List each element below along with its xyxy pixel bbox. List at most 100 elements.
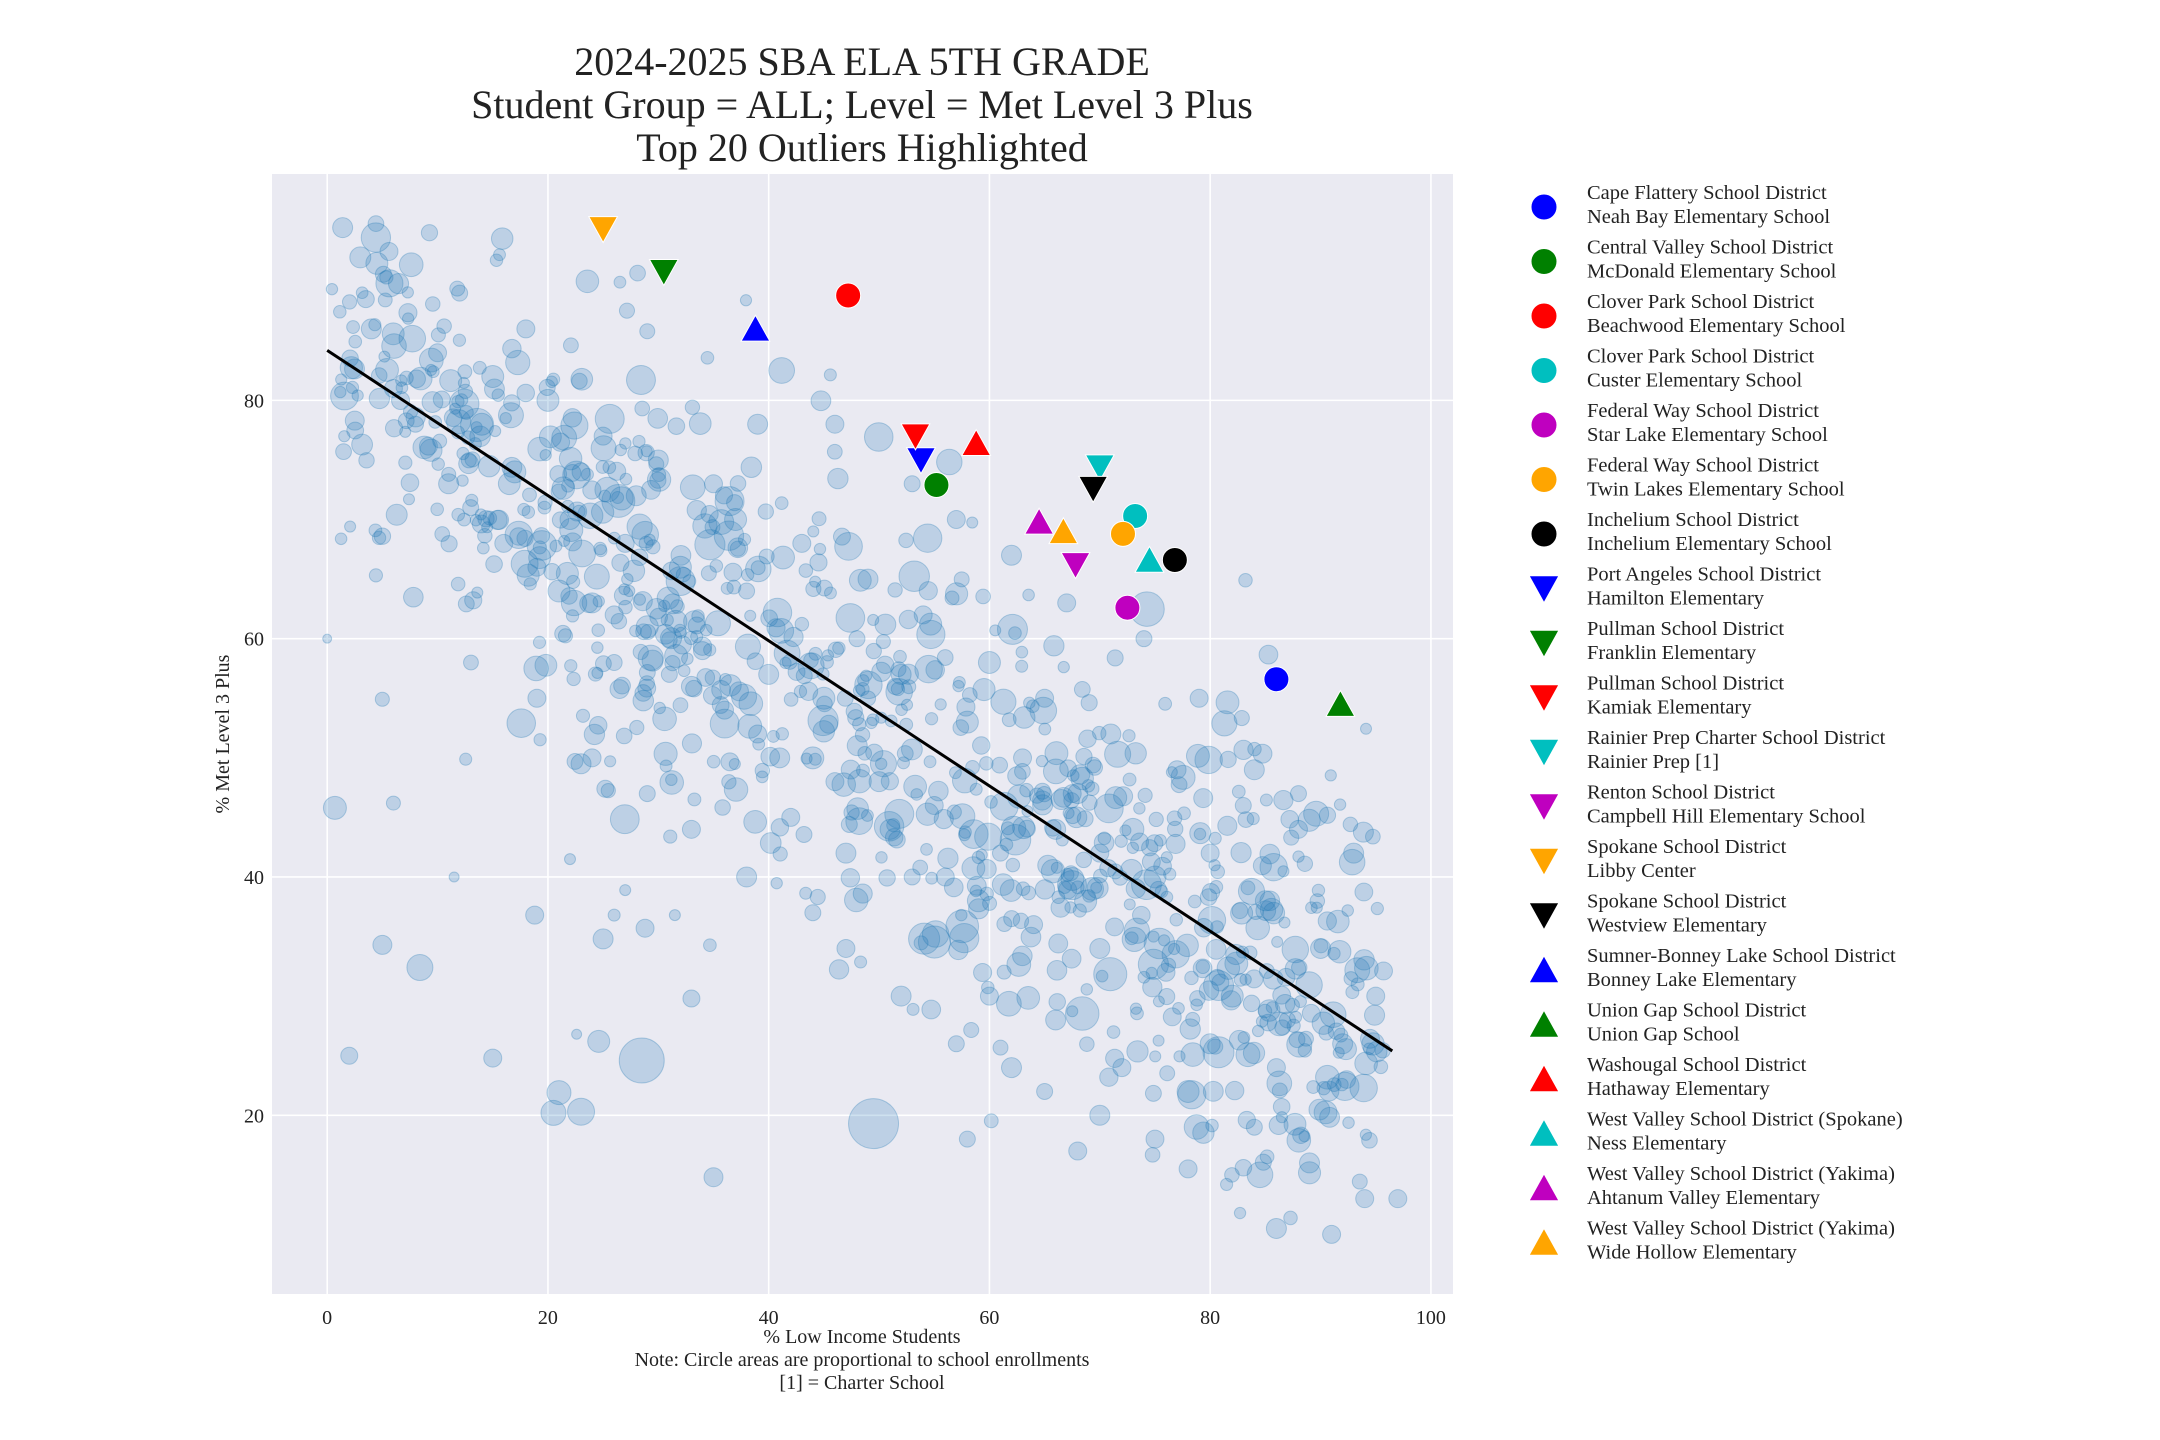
- school-bubble: [1080, 983, 1094, 996]
- x-tick-label: 80: [1200, 1307, 1220, 1329]
- school-bubble: [1142, 977, 1163, 998]
- outlier-marker: [1325, 689, 1356, 717]
- school-bubble: [979, 756, 994, 771]
- school-bubble: [1105, 1048, 1125, 1068]
- legend-item: West Valley School District (Yakima)Ahta…: [1528, 1163, 1895, 1209]
- school-bubble: [566, 574, 581, 589]
- school-bubble: [835, 603, 866, 633]
- school-bubble: [884, 827, 904, 847]
- school-bubble: [674, 626, 687, 639]
- school-bubble: [1259, 1149, 1275, 1165]
- school-bubble: [1288, 819, 1308, 839]
- school-bubble: [854, 727, 871, 743]
- school-bubble: [737, 532, 752, 547]
- outlier-marker: [1060, 552, 1091, 580]
- school-bubble: [726, 579, 742, 595]
- school-bubble: [532, 635, 547, 649]
- school-bubble: [1073, 681, 1091, 698]
- school-bubble: [1274, 993, 1296, 1015]
- school-bubble: [854, 670, 883, 700]
- school-bubble: [653, 741, 678, 766]
- school-bubble: [691, 609, 705, 623]
- school-bubble: [609, 679, 630, 700]
- school-bubble: [1033, 782, 1051, 800]
- school-bubble: [615, 727, 633, 745]
- school-bubble: [913, 605, 933, 625]
- school-bubble: [1354, 955, 1379, 981]
- school-bubble: [1050, 897, 1071, 918]
- school-bubble: [878, 869, 896, 887]
- legend-district: Inchelium School District: [1587, 509, 1799, 531]
- school-bubble: [425, 296, 441, 312]
- school-bubble: [945, 909, 980, 944]
- school-bubble: [593, 426, 613, 446]
- school-bubble: [1283, 1210, 1298, 1226]
- school-bubble: [719, 674, 742, 697]
- school-bubble: [570, 367, 594, 391]
- school-bubble: [1132, 905, 1151, 925]
- school-bubble: [1352, 821, 1374, 843]
- school-bubble: [815, 579, 833, 597]
- school-bubble: [665, 773, 678, 787]
- school-bubble: [1122, 772, 1137, 787]
- school-bubble: [1176, 1079, 1200, 1103]
- school-bubble: [1061, 948, 1082, 969]
- school-bubble: [1048, 933, 1069, 954]
- school-bubble: [638, 785, 656, 803]
- school-bubble: [677, 664, 691, 678]
- legend-school: Union Gap School: [1587, 1024, 1740, 1046]
- school-bubble: [421, 391, 444, 413]
- school-bubble: [1297, 1043, 1313, 1058]
- school-bubble: [525, 905, 545, 925]
- school-bubble: [377, 292, 393, 308]
- school-bubble: [627, 445, 643, 462]
- school-bubble: [875, 851, 888, 864]
- legend-district: Clover Park School District: [1587, 291, 1814, 313]
- school-bubble: [1221, 990, 1242, 1011]
- school-bubble: [1065, 996, 1100, 1031]
- school-bubble: [1060, 867, 1075, 882]
- school-bubble: [896, 756, 910, 770]
- legend-school: Hathaway Elementary: [1587, 1078, 1770, 1100]
- school-bubble: [1318, 806, 1337, 824]
- legend-district: Clover Park School District: [1587, 346, 1814, 368]
- school-bubble: [448, 871, 460, 883]
- school-bubble: [1193, 827, 1207, 841]
- school-bubble: [1036, 785, 1053, 803]
- school-bubble: [471, 586, 484, 599]
- school-bubble: [1272, 1097, 1291, 1116]
- school-bubble: [1145, 966, 1158, 980]
- school-bubble: [645, 597, 668, 620]
- school-bubble: [1153, 856, 1172, 876]
- school-bubble: [1057, 880, 1072, 894]
- school-bubble: [779, 656, 792, 670]
- school-bubble: [637, 678, 657, 698]
- school-bubble: [418, 436, 438, 456]
- school-bubble: [738, 691, 764, 716]
- school-bubble: [992, 1039, 1009, 1056]
- school-bubble: [1240, 880, 1256, 896]
- school-bubble: [936, 649, 954, 666]
- school-bubble: [1318, 1025, 1335, 1041]
- school-bubble: [1082, 889, 1096, 903]
- school-bubble: [497, 472, 521, 496]
- school-bubble: [543, 563, 561, 581]
- school-bubble: [758, 663, 780, 685]
- school-bubble: [757, 503, 774, 520]
- school-bubble: [958, 819, 989, 849]
- school-bubble: [632, 591, 653, 612]
- school-bubble: [432, 433, 448, 449]
- legend-school: Inchelium Elementary School: [1587, 533, 1832, 555]
- school-bubble: [559, 517, 584, 543]
- school-bubble: [1333, 798, 1347, 811]
- school-bubble: [1133, 802, 1146, 815]
- school-bubble: [1273, 789, 1294, 811]
- school-bubble: [626, 513, 653, 540]
- school-bubble: [981, 980, 995, 995]
- school-bubble: [632, 434, 646, 449]
- school-bubble: [946, 804, 962, 820]
- school-bubble: [378, 350, 391, 363]
- school-bubble: [847, 768, 872, 794]
- school-bubble: [948, 939, 969, 961]
- school-bubble: [439, 369, 463, 393]
